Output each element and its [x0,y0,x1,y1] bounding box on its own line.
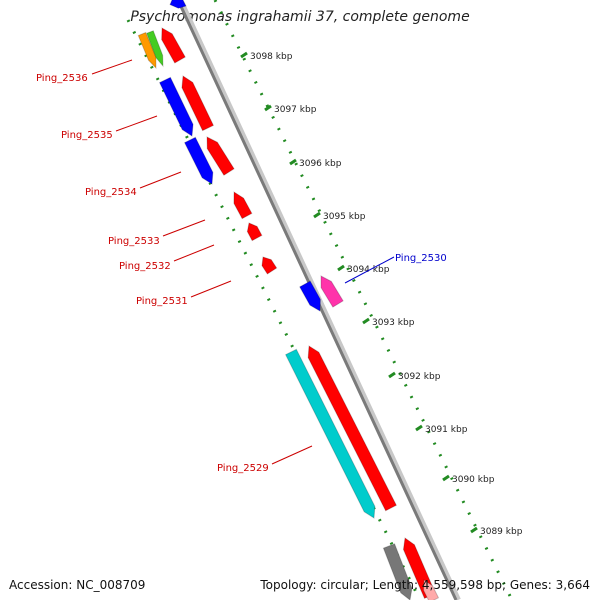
gene-label-leader [139,171,182,189]
gene-label-leader [91,59,133,75]
gene-label-leader [271,445,313,465]
gene-label: Ping_2531 [136,296,188,307]
gene-ping-2535-b [181,75,215,132]
gene-ping-2534-a [183,136,214,185]
scale-tick-mark [388,371,396,379]
map-title: Psychromonas ingrahamii 37, complete gen… [130,9,470,25]
scale-tick-label: 3091 kbp [425,425,468,435]
gene-label: Ping_2536 [36,73,88,84]
gene-top-blue [169,0,187,9]
accession-text: Accession: NC_008709 [9,578,146,592]
scale-tick-mark [337,264,345,272]
gene-label-leader [190,280,232,298]
scale-tick-mark [442,474,450,482]
topology-text: Topology: circular; Length: 4,559,598 bp… [260,578,590,592]
scale-tick-label: 3093 kbp [372,318,415,328]
gene-outer-blue [299,280,321,312]
scale-tick-mark [470,526,478,534]
gene-ping-2529-cyan [284,348,376,519]
gene-ping-2532 [246,222,263,242]
scale-tick-label: 3096 kbp [299,159,342,169]
scale-tick-mark [264,104,272,112]
gene-ping-2531 [261,256,278,275]
scale-tick-label: 3092 kbp [398,372,441,382]
gene-label-leader [344,256,395,284]
scale-tick-label: 3094 kbp [347,265,390,275]
gene-label: Ping_2534 [85,187,137,198]
gene-ping-2530 [320,275,344,308]
gene-label: Ping_2530 [395,253,447,264]
scale-tick-label: 3089 kbp [480,527,523,537]
gene-label-leader [173,244,215,262]
gene-label: Ping_2535 [61,130,113,141]
gene-green [146,30,164,68]
scale-tick-label: 3098 kbp [250,52,293,62]
gene-ping-2536 [161,27,186,64]
scale-tick-mark [362,317,370,325]
scale-tick-label: 3090 kbp [452,475,495,485]
scale-tick-mark [289,158,297,166]
gene-orange [137,31,157,70]
gene-label-leader [162,219,206,237]
gene-label-leader [115,115,158,132]
gene-ping-2535-a [158,76,194,137]
gene-bottom-gray [382,543,413,600]
gene-ping-2534-b [206,136,235,176]
scale-tick-label: 3095 kbp [323,212,366,222]
gene-ping-2533 [233,191,253,220]
scale-tick-mark [240,51,248,59]
gene-bottom-pink [423,579,440,600]
gene-label: Ping_2533 [108,236,160,247]
gene-label: Ping_2529 [217,463,269,474]
gene-label: Ping_2532 [119,261,171,272]
gene-ping-2529 [307,345,398,512]
scale-tick-label: 3097 kbp [274,105,317,115]
scale-tick-mark [313,211,321,219]
scale-tick-mark [415,424,423,432]
